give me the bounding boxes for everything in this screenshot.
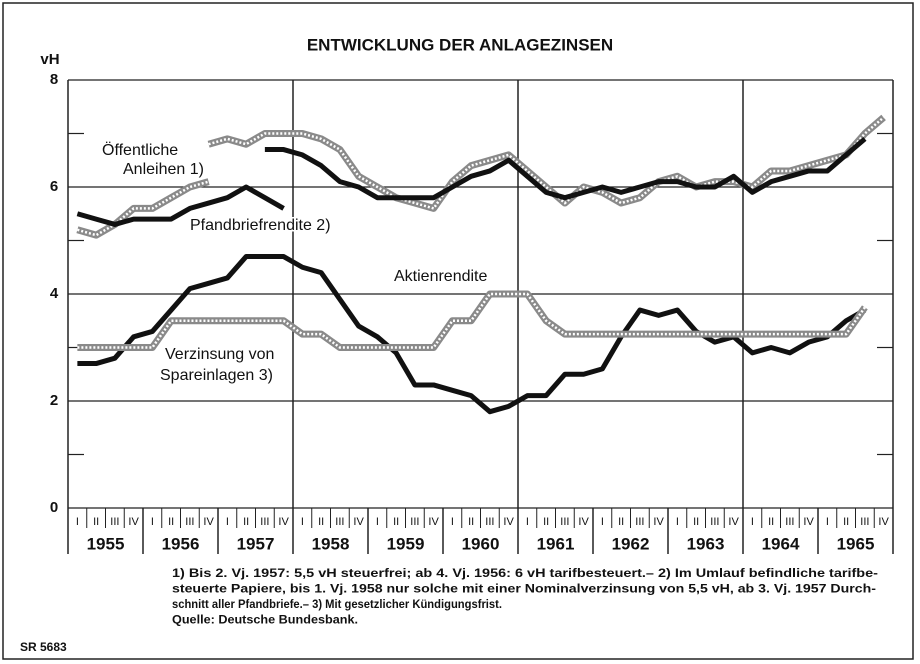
x-tick-label: IV (278, 516, 289, 528)
x-tick-label: IV (353, 516, 364, 528)
x-tick-label: IV (428, 516, 439, 528)
y-tick-label: 8 (50, 71, 58, 88)
x-tick-label: II (768, 516, 774, 528)
footnote: 1) Bis 2. Vj. 1957: 5,5 vH steuerfrei; a… (172, 566, 878, 580)
x-tick-label: III (260, 516, 269, 528)
x-tick-label: III (110, 516, 119, 528)
x-tick-label: II (543, 516, 549, 528)
x-tick-label: IV (728, 516, 739, 528)
series-line (264, 136, 867, 201)
x-tick-label: III (710, 516, 719, 528)
x-tick-label: IV (653, 516, 664, 528)
x-tick-label: III (335, 516, 344, 528)
footnote: steuerte Papiere, bis 1. Vj. 1958 nur so… (172, 582, 876, 596)
x-tick-label: IV (878, 516, 889, 528)
x-tick-label: I (601, 516, 604, 528)
year-label: 1956 (162, 534, 200, 553)
x-tick-label: III (635, 516, 644, 528)
y-tick-label: 0 (50, 499, 58, 516)
x-tick-label: I (151, 516, 154, 528)
x-tick-label: II (843, 516, 849, 528)
year-label: 1965 (837, 534, 875, 553)
year-label: 1961 (537, 534, 575, 553)
x-tick-label: I (676, 516, 679, 528)
x-tick-label: IV (578, 516, 589, 528)
x-tick-label: II (393, 516, 399, 528)
x-tick-label: I (301, 516, 304, 528)
x-tick-label: II (243, 516, 249, 528)
x-tick-label: IV (128, 516, 139, 528)
year-label: 1963 (687, 534, 725, 553)
year-label: 1955 (87, 534, 125, 553)
x-tick-label: II (168, 516, 174, 528)
x-tick-label: II (318, 516, 324, 528)
series-label: Öffentliche (102, 141, 178, 159)
x-tick-label: I (76, 516, 79, 528)
series-hatch (77, 292, 866, 349)
series-label: Pfandbriefrendite 2) (190, 217, 331, 234)
footnote: Quelle: Deutsche Bundesbank. (172, 613, 358, 627)
chart-code: SR 5683 (20, 640, 67, 654)
year-label: 1957 (237, 534, 275, 553)
x-tick-label: III (185, 516, 194, 528)
x-tick-label: IV (503, 516, 514, 528)
year-label: 1959 (387, 534, 425, 553)
series-line (76, 184, 285, 227)
x-tick-label: II (693, 516, 699, 528)
x-tick-label: III (410, 516, 419, 528)
x-tick-label: III (785, 516, 794, 528)
x-tick-label: III (485, 516, 494, 528)
footnote: schnitt aller Pfandbriefe.– 3) Mit geset… (172, 597, 502, 611)
series-label: Verzinsung von (165, 346, 274, 363)
series-hatch (208, 116, 885, 210)
series-label: Aktienrendite (394, 268, 487, 285)
chart-title: ENTWICKLUNG DER ANLAGEZINSEN (307, 35, 613, 54)
series-label: Spareinlagen 3) (160, 367, 273, 384)
series-hatch (77, 180, 209, 237)
x-tick-label: II (618, 516, 624, 528)
y-tick-label: 6 (50, 178, 58, 195)
year-label: 1964 (762, 534, 800, 553)
x-tick-label: I (526, 516, 529, 528)
y-tick-label: 2 (50, 392, 58, 409)
x-tick-label: III (560, 516, 569, 528)
x-tick-label: I (376, 516, 379, 528)
x-tick-label: III (860, 516, 869, 528)
x-tick-label: IV (803, 516, 814, 528)
x-tick-label: II (468, 516, 474, 528)
x-tick-label: II (93, 516, 99, 528)
year-label: 1960 (462, 534, 500, 553)
y-tick-label: 4 (50, 285, 59, 302)
x-tick-label: IV (203, 516, 214, 528)
x-tick-label: I (226, 516, 229, 528)
series-label: Anleihen 1) (123, 161, 204, 178)
year-label: 1962 (612, 534, 650, 553)
x-tick-label: I (751, 516, 754, 528)
y-axis-label: vH (40, 51, 59, 68)
year-label: 1958 (312, 534, 350, 553)
x-tick-label: I (826, 516, 829, 528)
x-tick-label: I (451, 516, 454, 528)
